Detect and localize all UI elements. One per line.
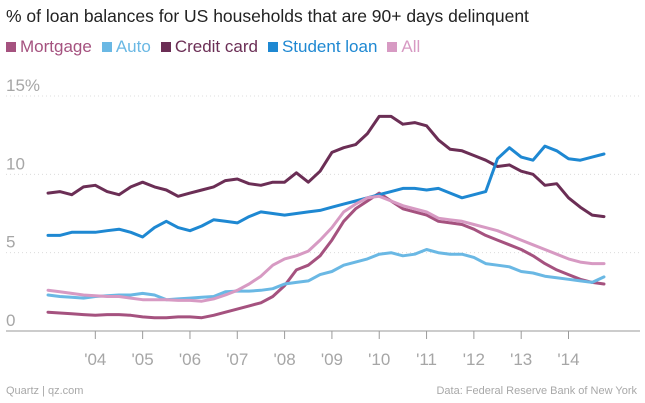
legend-label-all: All (401, 37, 421, 56)
legend-item-all: All (387, 37, 420, 57)
legend-item-auto: Auto (101, 37, 151, 57)
legend-label-credit-card: Credit card (174, 37, 258, 56)
x-tick-label-2007: '07 (226, 350, 248, 369)
legend-swatch-mortgage (6, 42, 16, 52)
legend-swatch-all (387, 42, 398, 52)
legend-swatch-student-loan (267, 42, 278, 52)
x-tick-label-2012: '12 (463, 350, 485, 369)
series-lines (46, 114, 606, 320)
y-tick-label-5: 5 (6, 233, 15, 252)
x-tick-label-2005: '05 (132, 350, 154, 369)
legend: Mortgage Auto Credit card Student loan A… (6, 37, 420, 57)
x-tick-label-2008: '08 (274, 350, 296, 369)
legend-swatch-auto (101, 42, 112, 52)
x-tick-label-2006: '06 (179, 350, 201, 369)
x-tick-label-2004: '04 (84, 350, 106, 369)
x-tick-label-2009: '09 (321, 350, 343, 369)
legend-item-mortgage: Mortgage (6, 37, 92, 57)
legend-label-student-loan: Student loan (281, 37, 378, 56)
y-tick-label-10: 10 (6, 154, 25, 173)
y-tick-label-15: 15% (6, 76, 40, 95)
data-source: Data: Federal Reserve Bank of New York (436, 385, 637, 397)
series-line-student-loan (46, 144, 606, 239)
x-tick-label-2013: '13 (510, 350, 532, 369)
series-line-all (46, 194, 606, 303)
legend-swatch-credit-card (160, 42, 171, 52)
x-tick-label-2010: '10 (368, 350, 390, 369)
axis-ticks: 0 5 10 15% '04 '05 '06 '07 '08 '09 '10 '11 '12 '13 '14 (6, 76, 580, 369)
chart-title: % of loan balances for US households tha… (6, 6, 529, 26)
legend-item-student-loan: Student loan (267, 37, 378, 57)
series-line-credit-card (46, 114, 606, 219)
series-line-auto (46, 248, 606, 302)
legend-label-auto: Auto (115, 37, 151, 56)
y-tick-label-0: 0 (6, 311, 15, 330)
series-line-mortgage (46, 191, 606, 320)
legend-item-credit-card: Credit card (160, 37, 258, 57)
x-tick-label-2014: '14 (557, 350, 579, 369)
legend-label-mortgage: Mortgage (20, 37, 92, 56)
source-credit: Quartz | qz.com (6, 385, 84, 397)
x-tick-label-2011: '11 (416, 350, 437, 369)
